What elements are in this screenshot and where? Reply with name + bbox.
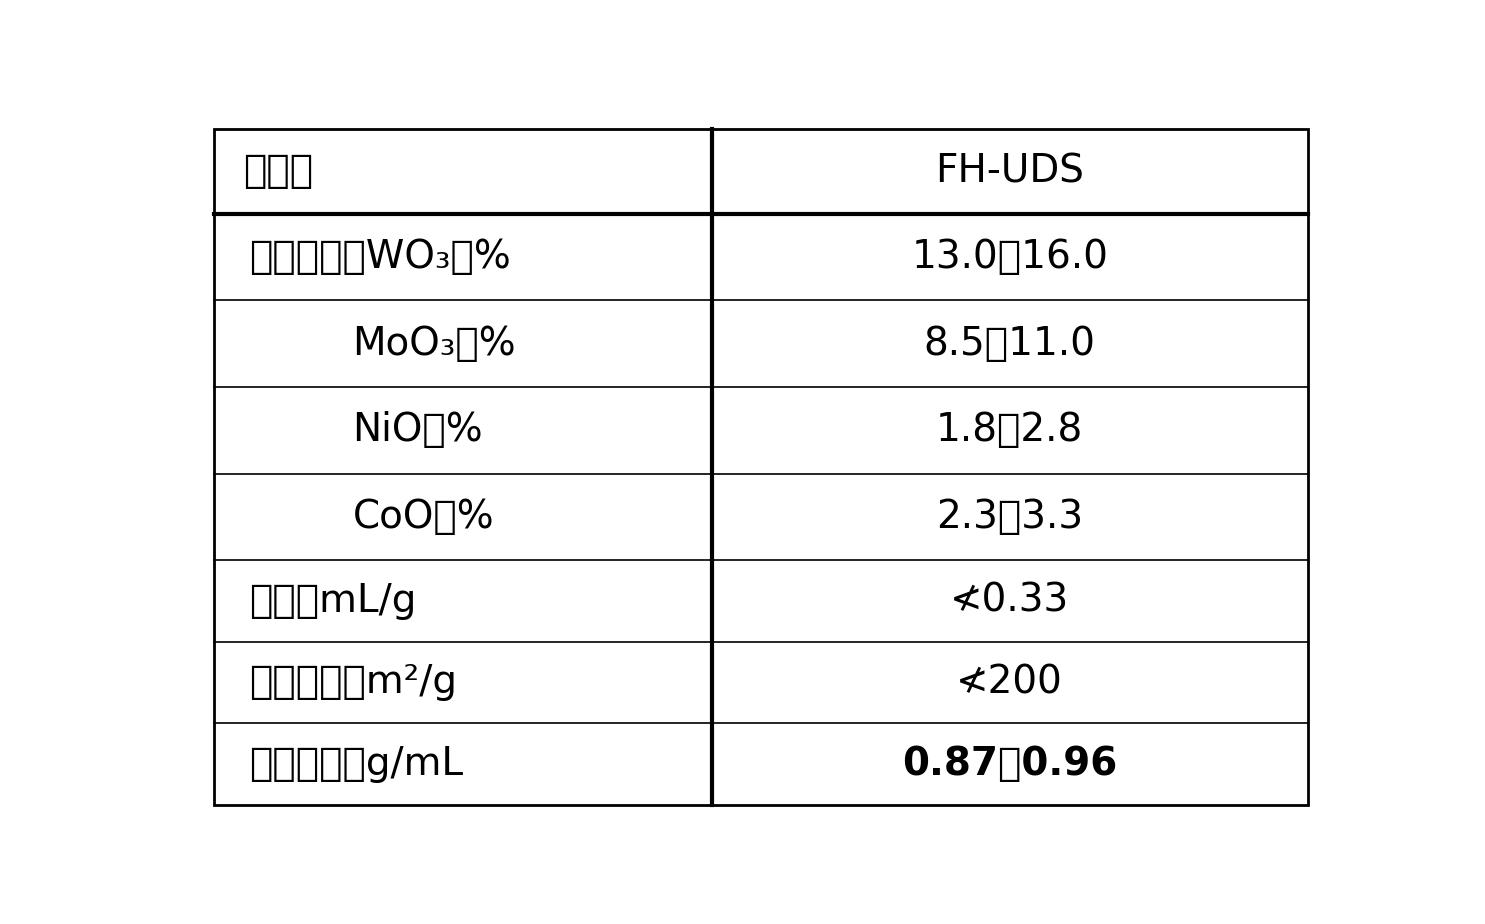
Text: 偃化剂: 偃化剂 — [244, 152, 313, 190]
Text: 8.5～11.0: 8.5～11.0 — [924, 324, 1096, 363]
Text: 13.0～16.0: 13.0～16.0 — [912, 238, 1108, 276]
Text: MoO₃，%: MoO₃，% — [352, 324, 517, 363]
Text: ≮200: ≮200 — [956, 663, 1063, 701]
Text: 比表面积，m²/g: 比表面积，m²/g — [249, 663, 457, 701]
Text: 1.8～2.8: 1.8～2.8 — [936, 411, 1084, 449]
Text: NiO，%: NiO，% — [352, 411, 483, 449]
Text: 孔容，mL/g: 孔容，mL/g — [249, 582, 416, 620]
Text: ≮0.33: ≮0.33 — [950, 582, 1069, 620]
Text: FH-UDS: FH-UDS — [936, 152, 1084, 190]
Text: 堪积密度，g/mL: 堪积密度，g/mL — [249, 745, 463, 783]
Text: 2.3～3.3: 2.3～3.3 — [936, 498, 1084, 536]
Text: CoO，%: CoO，% — [352, 498, 495, 536]
Text: 化学组成：WO₃，%: 化学组成：WO₃，% — [249, 238, 511, 276]
Text: 0.87～0.96: 0.87～0.96 — [903, 745, 1117, 783]
